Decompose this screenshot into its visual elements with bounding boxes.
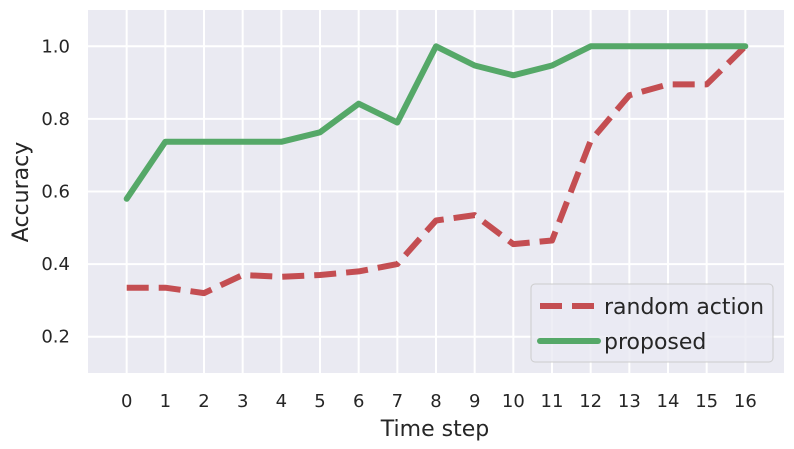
y-axis-label: Accuracy bbox=[9, 142, 34, 242]
x-tick-label: 9 bbox=[469, 391, 480, 412]
x-tick-label: 10 bbox=[502, 391, 525, 412]
x-tick-label: 3 bbox=[237, 391, 248, 412]
x-tick-label: 4 bbox=[276, 391, 287, 412]
x-tick-label: 14 bbox=[657, 391, 680, 412]
y-tick-label: 0.2 bbox=[41, 327, 70, 348]
x-tick-label: 15 bbox=[695, 391, 718, 412]
y-tick-label: 0.6 bbox=[41, 182, 70, 203]
y-tick-label: 0.4 bbox=[41, 254, 70, 275]
x-tick-label: 6 bbox=[353, 391, 364, 412]
x-axis-label: Time step bbox=[380, 417, 489, 442]
x-tick-label: 13 bbox=[618, 391, 641, 412]
x-tick-label: 0 bbox=[121, 391, 132, 412]
x-tick-label: 16 bbox=[734, 391, 757, 412]
legend-label-proposed: proposed bbox=[604, 330, 706, 355]
x-tick-label: 11 bbox=[541, 391, 564, 412]
x-tick-label: 1 bbox=[160, 391, 171, 412]
x-tick-label: 7 bbox=[392, 391, 403, 412]
legend-label-random-action: random action bbox=[604, 295, 764, 320]
y-tick-label: 1.0 bbox=[41, 36, 70, 57]
x-tick-labels: 0 1 2 3 4 5 6 7 8 9 10 11 12 13 14 15 16 bbox=[121, 391, 757, 412]
x-tick-label: 5 bbox=[314, 391, 325, 412]
series-layer bbox=[123, 43, 749, 297]
x-tick-label: 2 bbox=[198, 391, 209, 412]
series-line-random-action bbox=[126, 44, 748, 297]
series-line-proposed bbox=[123, 43, 749, 202]
y-tick-label: 0.8 bbox=[41, 109, 70, 130]
x-tick-label: 12 bbox=[579, 391, 602, 412]
y-tick-labels: 0.2 0.4 0.6 0.8 1.0 bbox=[41, 36, 70, 347]
legend: random action proposed bbox=[530, 283, 774, 363]
x-tick-label: 8 bbox=[430, 391, 441, 412]
